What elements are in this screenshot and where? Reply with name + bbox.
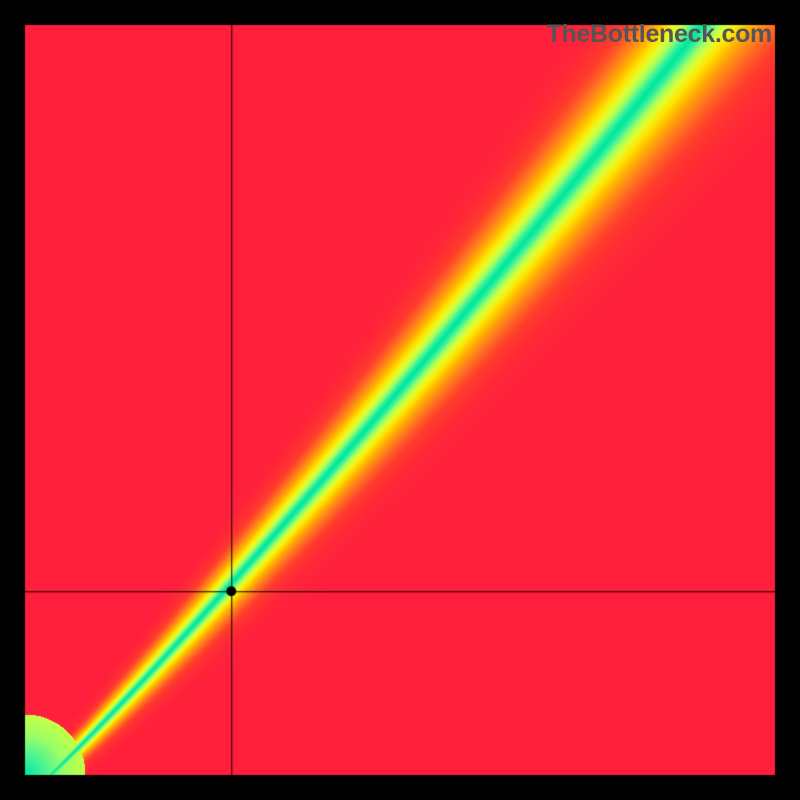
heatmap-container: { "figure": { "type": "heatmap", "outer_… [0, 0, 800, 800]
bottleneck-heatmap [0, 0, 800, 800]
watermark-text: TheBottleneck.com [546, 20, 772, 49]
